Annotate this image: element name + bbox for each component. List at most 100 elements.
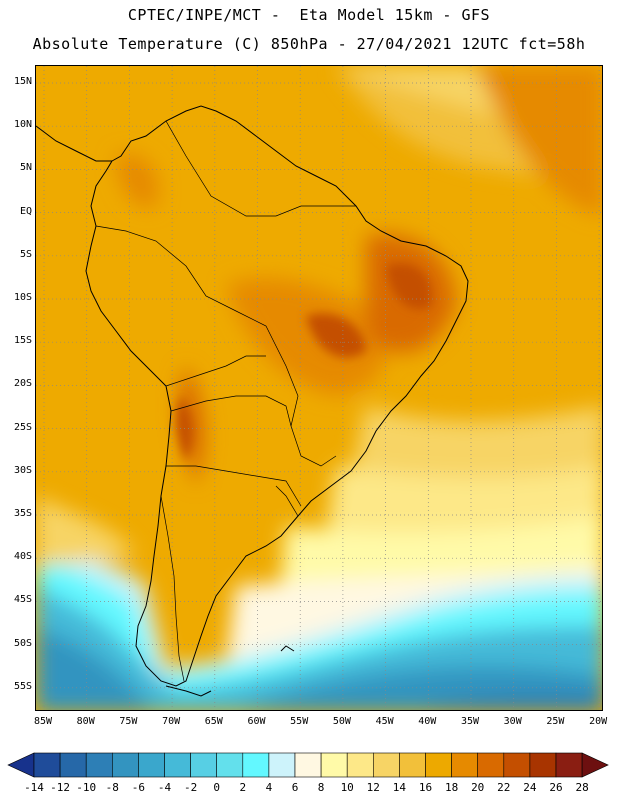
colorbar-swatch xyxy=(216,752,244,778)
colorbar-swatch xyxy=(190,752,218,778)
colorbar-tick-label: 12 xyxy=(366,781,380,794)
field-18-20-ne xyxy=(476,66,602,216)
colorbar-swatch xyxy=(451,752,479,778)
chart-title-line2: Absolute Temperature (C) 850hPa - 27/04/… xyxy=(32,35,586,53)
colorbar-tick-label: -2 xyxy=(183,781,198,794)
colorbar-tick-label: 8 xyxy=(317,781,325,794)
lat-tick-label: EQ xyxy=(19,205,32,217)
colorbar-swatch xyxy=(242,752,270,778)
colorbar-tick-label: -4 xyxy=(157,781,172,794)
country-borders xyxy=(95,120,356,682)
lat-tick-label: 10N xyxy=(13,119,32,131)
colorbar-tick-label: 28 xyxy=(575,781,589,794)
colorbar-tick-label: -6 xyxy=(131,781,146,794)
lat-tick-label: 30S xyxy=(13,464,32,476)
colorbar-swatch xyxy=(59,752,87,778)
colorbar-over-arrow xyxy=(581,752,609,778)
colorbar-swatch xyxy=(268,752,296,778)
colorbar-under-arrow xyxy=(7,752,35,778)
field-minus4-minus2 xyxy=(421,694,602,710)
border-uruguay xyxy=(275,485,299,517)
border-argentina xyxy=(166,465,302,507)
colorbar-tick-label: 26 xyxy=(549,781,563,794)
graticule xyxy=(36,66,602,710)
colorbar-swatch xyxy=(503,752,531,778)
lon-tick-label: 30W xyxy=(503,716,522,727)
lon-tick-label: 45W xyxy=(375,716,394,727)
south-america-outline xyxy=(85,105,469,687)
colorbar-swatch xyxy=(372,752,400,778)
colorbar-tick-label: 24 xyxy=(523,781,537,794)
lon-tick-label: 60W xyxy=(247,716,266,727)
lon-tick-label: 75W xyxy=(119,716,138,727)
colorbar-swatch xyxy=(294,752,322,778)
lat-tick-label: 15N xyxy=(13,76,32,87)
lon-tick-label: 50W xyxy=(332,716,351,727)
border-brazil-west xyxy=(95,225,337,467)
colorbar-swatch xyxy=(33,752,61,778)
colorbar xyxy=(7,752,609,778)
temperature-map xyxy=(35,65,603,711)
lon-tick-label: 65W xyxy=(204,716,223,727)
colorbar-swatch xyxy=(425,752,452,778)
lat-tick-label: 20S xyxy=(13,378,32,390)
colorbar-tick-label: 22 xyxy=(497,781,511,794)
lon-tick-label: 55W xyxy=(290,716,309,727)
lat-tick-label: 55S xyxy=(13,680,32,692)
border-bolivia xyxy=(165,355,266,387)
colorbar-tick-label: -10 xyxy=(76,781,97,794)
colorbar-tick-label: 18 xyxy=(444,781,459,794)
border-paraguay xyxy=(170,395,292,427)
tierra-del-fuego xyxy=(165,685,212,697)
colorbar-tick-label: 16 xyxy=(418,781,433,794)
colorbar-tick-label: 0 xyxy=(213,781,220,794)
lat-tick-label: 45S xyxy=(13,594,32,606)
colorbar-swatch xyxy=(555,752,583,778)
lon-tick-label: 20W xyxy=(589,716,608,727)
colorbar-swatch xyxy=(164,752,191,778)
border-chile-argentina xyxy=(160,495,185,682)
falkland-islands xyxy=(280,645,295,652)
colorbar-tick-label: 2 xyxy=(239,781,247,794)
border-north xyxy=(165,120,356,217)
colorbar-tick-label: 20 xyxy=(471,781,485,794)
colorbar-swatch xyxy=(399,752,426,778)
map-canvas xyxy=(36,66,602,710)
colorbar-swatch xyxy=(346,752,374,778)
lat-tick-label: 25S xyxy=(13,421,32,433)
lat-tick-label: 40S xyxy=(13,551,32,563)
colorbar-swatch xyxy=(85,752,113,778)
colorbar-swatch xyxy=(138,752,165,778)
colorbar-tick-label: -14 xyxy=(24,781,44,794)
field-22-24-east xyxy=(386,263,432,310)
colorbar-tick-label: -8 xyxy=(105,781,119,794)
chart-title-line1: CPTEC/INPE/MCT - Eta Model 15km - GFS xyxy=(127,6,491,24)
colorbar-tick-label: 10 xyxy=(340,781,354,794)
colorbar-swatch xyxy=(112,752,139,778)
field-22-24-center xyxy=(306,313,366,358)
temperature-field xyxy=(36,66,602,710)
colorbar-tick-label: 6 xyxy=(291,781,299,794)
coastlines xyxy=(36,105,469,697)
colorbar-tick-label: 4 xyxy=(265,781,273,794)
colorbar-tick-label: -12 xyxy=(50,781,71,794)
colorbar-tick-label: 14 xyxy=(392,781,407,794)
lat-tick-label: 50S xyxy=(13,637,32,649)
field-18-20-interior xyxy=(226,277,386,396)
lat-tick-label: 5N xyxy=(19,162,32,174)
colorbar-swatch xyxy=(320,752,348,778)
field-minus2-0-sw xyxy=(36,626,155,710)
lon-tick-label: 85W xyxy=(33,716,53,727)
lat-tick-label: 10S xyxy=(13,292,32,303)
field-12-14-sw xyxy=(36,496,136,566)
lon-tick-label: 35W xyxy=(460,716,480,727)
colorbar-swatch xyxy=(529,752,557,778)
lon-tick-label: 40W xyxy=(418,716,437,727)
lat-tick-label: 5S xyxy=(19,248,32,260)
central-america-coast xyxy=(36,125,112,162)
lon-tick-label: 25W xyxy=(546,716,565,727)
lon-tick-label: 70W xyxy=(162,716,181,727)
lon-tick-label: 80W xyxy=(76,716,95,727)
field-18-20-nw xyxy=(116,154,159,208)
colorbar-swatch xyxy=(477,752,505,778)
